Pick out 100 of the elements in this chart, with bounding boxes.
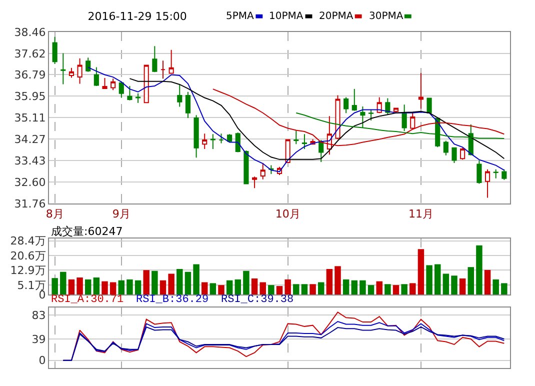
bar [368, 285, 374, 295]
bar [451, 276, 458, 295]
y-tick-label: 32.60 [14, 176, 46, 189]
legend-label: 10PMA [269, 11, 304, 22]
legend-label: 5PMA [226, 11, 254, 22]
y-tick-label: 0 [38, 354, 46, 368]
candlestick [68, 67, 74, 78]
candlestick [94, 66, 99, 86]
candlestick [144, 64, 149, 104]
candlestick [344, 96, 349, 114]
bar [152, 270, 158, 295]
candlestick [460, 147, 466, 160]
candlestick [152, 46, 158, 73]
candlestick [194, 114, 199, 158]
bar [176, 268, 183, 295]
candlestick [218, 133, 224, 144]
y-tick-label: 28.4万 [10, 234, 46, 248]
y-tick-label: 35.95 [14, 90, 46, 104]
bar [342, 279, 350, 295]
bar [376, 281, 382, 295]
series-label: RSI_B:36.29 [136, 294, 209, 306]
bar [418, 249, 424, 295]
candlestick [118, 80, 124, 98]
candlestick [385, 98, 390, 116]
x-tick-label: 9月 [112, 208, 130, 221]
bar [93, 278, 100, 295]
bar [184, 272, 192, 295]
candlestick [252, 176, 258, 189]
chart-title: 成交量:60247 [51, 225, 123, 238]
candlestick [127, 85, 132, 101]
candlestick [376, 96, 382, 114]
candlestick [476, 160, 482, 184]
bar [76, 278, 83, 295]
candlestick [110, 78, 116, 91]
candlestick [393, 108, 399, 114]
bar [293, 284, 300, 295]
y-tick-label: 33.43 [14, 154, 46, 168]
candlestick [244, 150, 249, 184]
candlestick [410, 112, 416, 130]
x-tick-label: 11月 [408, 208, 434, 221]
legend-label: 30PMA [369, 11, 404, 22]
bar [284, 279, 291, 295]
candlestick [136, 92, 141, 104]
bar [401, 284, 408, 295]
bar [234, 279, 242, 295]
bar [68, 279, 75, 295]
candlestick [502, 168, 507, 180]
candlestick [227, 134, 232, 143]
candlestick [302, 134, 307, 150]
candlestick [86, 57, 91, 72]
y-tick-label: 35.11 [14, 112, 46, 125]
bar [301, 284, 308, 295]
candlestick [60, 52, 66, 85]
y-tick-label: 83 [32, 308, 46, 322]
y-tick-label: 34.27 [14, 133, 46, 146]
bar [168, 274, 174, 295]
y-tick-label: 39 [32, 332, 46, 346]
bar [501, 283, 508, 295]
candlestick [52, 36, 58, 64]
bar [442, 274, 450, 295]
bar [484, 270, 491, 295]
bar [318, 282, 324, 295]
candlestick [210, 134, 216, 150]
candlestick [318, 139, 324, 162]
candlestick [493, 168, 498, 179]
candlestick [285, 139, 290, 163]
y-tick-label: 31.76 [14, 197, 46, 210]
y-tick-label: 37.62 [14, 47, 46, 60]
bar [251, 278, 258, 295]
candlestick [160, 60, 166, 80]
bar [468, 267, 474, 295]
candlestick [426, 97, 432, 114]
bar [160, 280, 166, 295]
line-series [129, 78, 505, 160]
bar [360, 280, 366, 295]
candlestick [335, 94, 340, 140]
candlestick [443, 140, 448, 156]
x-tick-label: 8月 [46, 208, 64, 221]
chart-title: 2016-11-29 15:00 [88, 10, 187, 23]
candlestick [177, 84, 182, 108]
candlestick [484, 168, 490, 198]
y-tick-label: 36.79 [14, 68, 46, 82]
candlestick [294, 130, 299, 145]
candlestick [418, 72, 424, 110]
bar [268, 285, 274, 295]
candlestick [268, 164, 274, 175]
bar [143, 270, 150, 295]
candlestick [260, 162, 266, 180]
bar [210, 283, 216, 295]
candlestick [368, 109, 374, 122]
candlestick [77, 58, 82, 84]
bar [476, 245, 482, 295]
candlestick [102, 78, 108, 90]
bar [60, 272, 66, 295]
bar [276, 286, 283, 295]
bar [326, 268, 333, 295]
bar [426, 265, 432, 295]
candlestick [352, 88, 357, 112]
bar [260, 282, 266, 295]
y-tick-label: 20.6万 [10, 249, 46, 262]
